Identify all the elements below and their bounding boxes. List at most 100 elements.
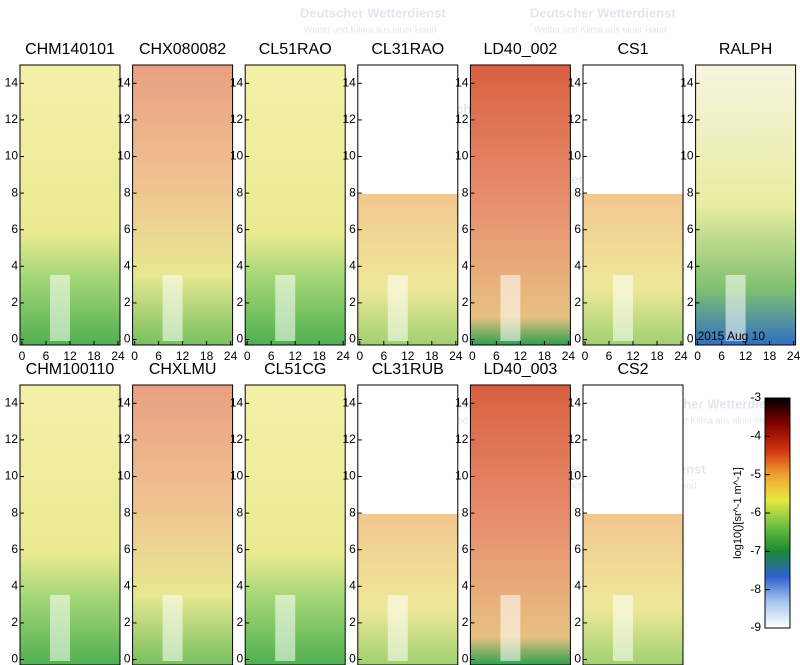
- x-tick-label: 12: [739, 349, 753, 363]
- y-tick-label: 0: [349, 652, 356, 665]
- x-tick-label: 18: [763, 349, 777, 363]
- x-tick-label: 12: [176, 349, 190, 363]
- y-tick-label: 10: [5, 469, 19, 483]
- y-tick-label: 0: [11, 652, 18, 665]
- y-tick-label: 4: [124, 578, 131, 592]
- x-tick-label: 12: [63, 349, 77, 363]
- y-tick-label: 0: [237, 652, 244, 665]
- y-tick-label: 14: [230, 75, 244, 89]
- y-tick-label: 2: [574, 295, 581, 309]
- x-tick-label: 18: [650, 349, 664, 363]
- panel-title: CS1: [617, 41, 648, 58]
- x-tick-label: 0: [469, 349, 476, 363]
- y-tick-label: 14: [568, 395, 582, 409]
- y-tick-label: 0: [124, 332, 131, 346]
- y-tick-label: 14: [568, 75, 582, 89]
- x-tick-label: 24: [449, 349, 463, 363]
- y-tick-label: 6: [11, 542, 18, 556]
- y-tick-label: 2: [462, 615, 469, 629]
- y-tick-label: 8: [687, 185, 694, 199]
- colorbar-tick-label: -7: [750, 544, 761, 558]
- y-tick-label: 14: [342, 75, 356, 89]
- y-tick-label: 0: [237, 332, 244, 346]
- y-tick-label: 12: [5, 432, 19, 446]
- x-tick-label: 12: [626, 349, 640, 363]
- y-tick-label: 2: [11, 295, 18, 309]
- y-tick-label: 6: [574, 542, 581, 556]
- panel-title: RALPH: [719, 41, 772, 58]
- y-tick-label: 0: [687, 332, 694, 346]
- y-tick-label: 6: [574, 222, 581, 236]
- panel-frame: [357, 384, 459, 665]
- y-tick-label: 10: [342, 469, 356, 483]
- panel-title: CL31RUB: [372, 361, 444, 378]
- y-tick-label: 2: [237, 295, 244, 309]
- y-tick-label: 6: [11, 222, 18, 236]
- y-tick-label: 12: [342, 112, 356, 126]
- y-tick-label: 0: [349, 332, 356, 346]
- panel-frame: [469, 384, 571, 665]
- y-tick-label: 12: [455, 112, 469, 126]
- colorbar-label: log10()[sr^-1 m^-1]: [732, 467, 744, 559]
- y-tick-label: 12: [568, 432, 582, 446]
- y-tick-label: 8: [574, 185, 581, 199]
- x-tick-label: 0: [244, 349, 251, 363]
- y-tick-label: 8: [11, 505, 18, 519]
- x-tick-label: 6: [155, 349, 162, 363]
- y-tick-label: 2: [349, 615, 356, 629]
- data-gap: [275, 595, 296, 661]
- data-gap: [613, 595, 633, 661]
- panel-title: CL51CG: [264, 361, 326, 378]
- x-tick-label: 12: [514, 349, 528, 363]
- y-tick-label: 12: [680, 112, 694, 126]
- x-tick-label: 0: [582, 349, 589, 363]
- y-tick-label: 0: [574, 652, 581, 665]
- watermark: Wetter und Klima aus einer Hand: [644, 415, 776, 425]
- x-tick-label: 6: [380, 349, 387, 363]
- y-tick-label: 14: [5, 75, 19, 89]
- y-tick-label: 14: [342, 395, 356, 409]
- data-gap: [162, 275, 183, 341]
- x-tick-label: 0: [694, 349, 701, 363]
- y-tick-label: 6: [462, 222, 469, 236]
- watermark: Deutscher Wetterdienst: [530, 5, 676, 20]
- y-tick-label: 0: [574, 332, 581, 346]
- y-tick-label: 10: [342, 149, 356, 163]
- y-tick-label: 6: [349, 222, 356, 236]
- y-tick-label: 4: [11, 258, 18, 272]
- y-tick-label: 12: [230, 432, 244, 446]
- colorbar-tick-label: -3: [750, 390, 761, 404]
- panel-title: CL51RAO: [259, 41, 332, 58]
- y-tick-label: 2: [124, 295, 131, 309]
- data-gap: [500, 275, 521, 341]
- y-tick-label: 6: [237, 542, 244, 556]
- y-tick-label: 8: [237, 505, 244, 519]
- x-tick-label: 18: [425, 349, 439, 363]
- y-tick-label: 12: [117, 112, 131, 126]
- panel-title: CHM100110: [26, 361, 115, 378]
- x-tick-label: 24: [674, 349, 688, 363]
- y-tick-label: 8: [462, 505, 469, 519]
- y-tick-label: 4: [462, 258, 469, 272]
- panel-title: LD40_003: [483, 361, 557, 378]
- x-tick-label: 12: [401, 349, 415, 363]
- panel-title: CHXLMU: [149, 361, 217, 378]
- y-tick-label: 10: [568, 469, 582, 483]
- x-tick-label: 6: [268, 349, 275, 363]
- y-tick-label: 2: [687, 295, 694, 309]
- x-tick-label: 24: [787, 349, 800, 363]
- panel-title: LD40_002: [483, 41, 557, 58]
- panel-frame: [132, 384, 234, 665]
- data-gap: [387, 275, 408, 341]
- x-tick-label: 12: [289, 349, 303, 363]
- data-gap: [162, 595, 183, 661]
- data-gap: [613, 275, 633, 341]
- panel-title: CHX080082: [139, 41, 226, 58]
- x-tick-label: 18: [313, 349, 327, 363]
- x-tick-label: 24: [562, 349, 576, 363]
- y-tick-label: 2: [462, 295, 469, 309]
- y-tick-label: 14: [5, 395, 19, 409]
- colorbar-tick-label: -8: [750, 582, 761, 596]
- y-tick-label: 12: [230, 112, 244, 126]
- y-tick-label: 14: [455, 395, 469, 409]
